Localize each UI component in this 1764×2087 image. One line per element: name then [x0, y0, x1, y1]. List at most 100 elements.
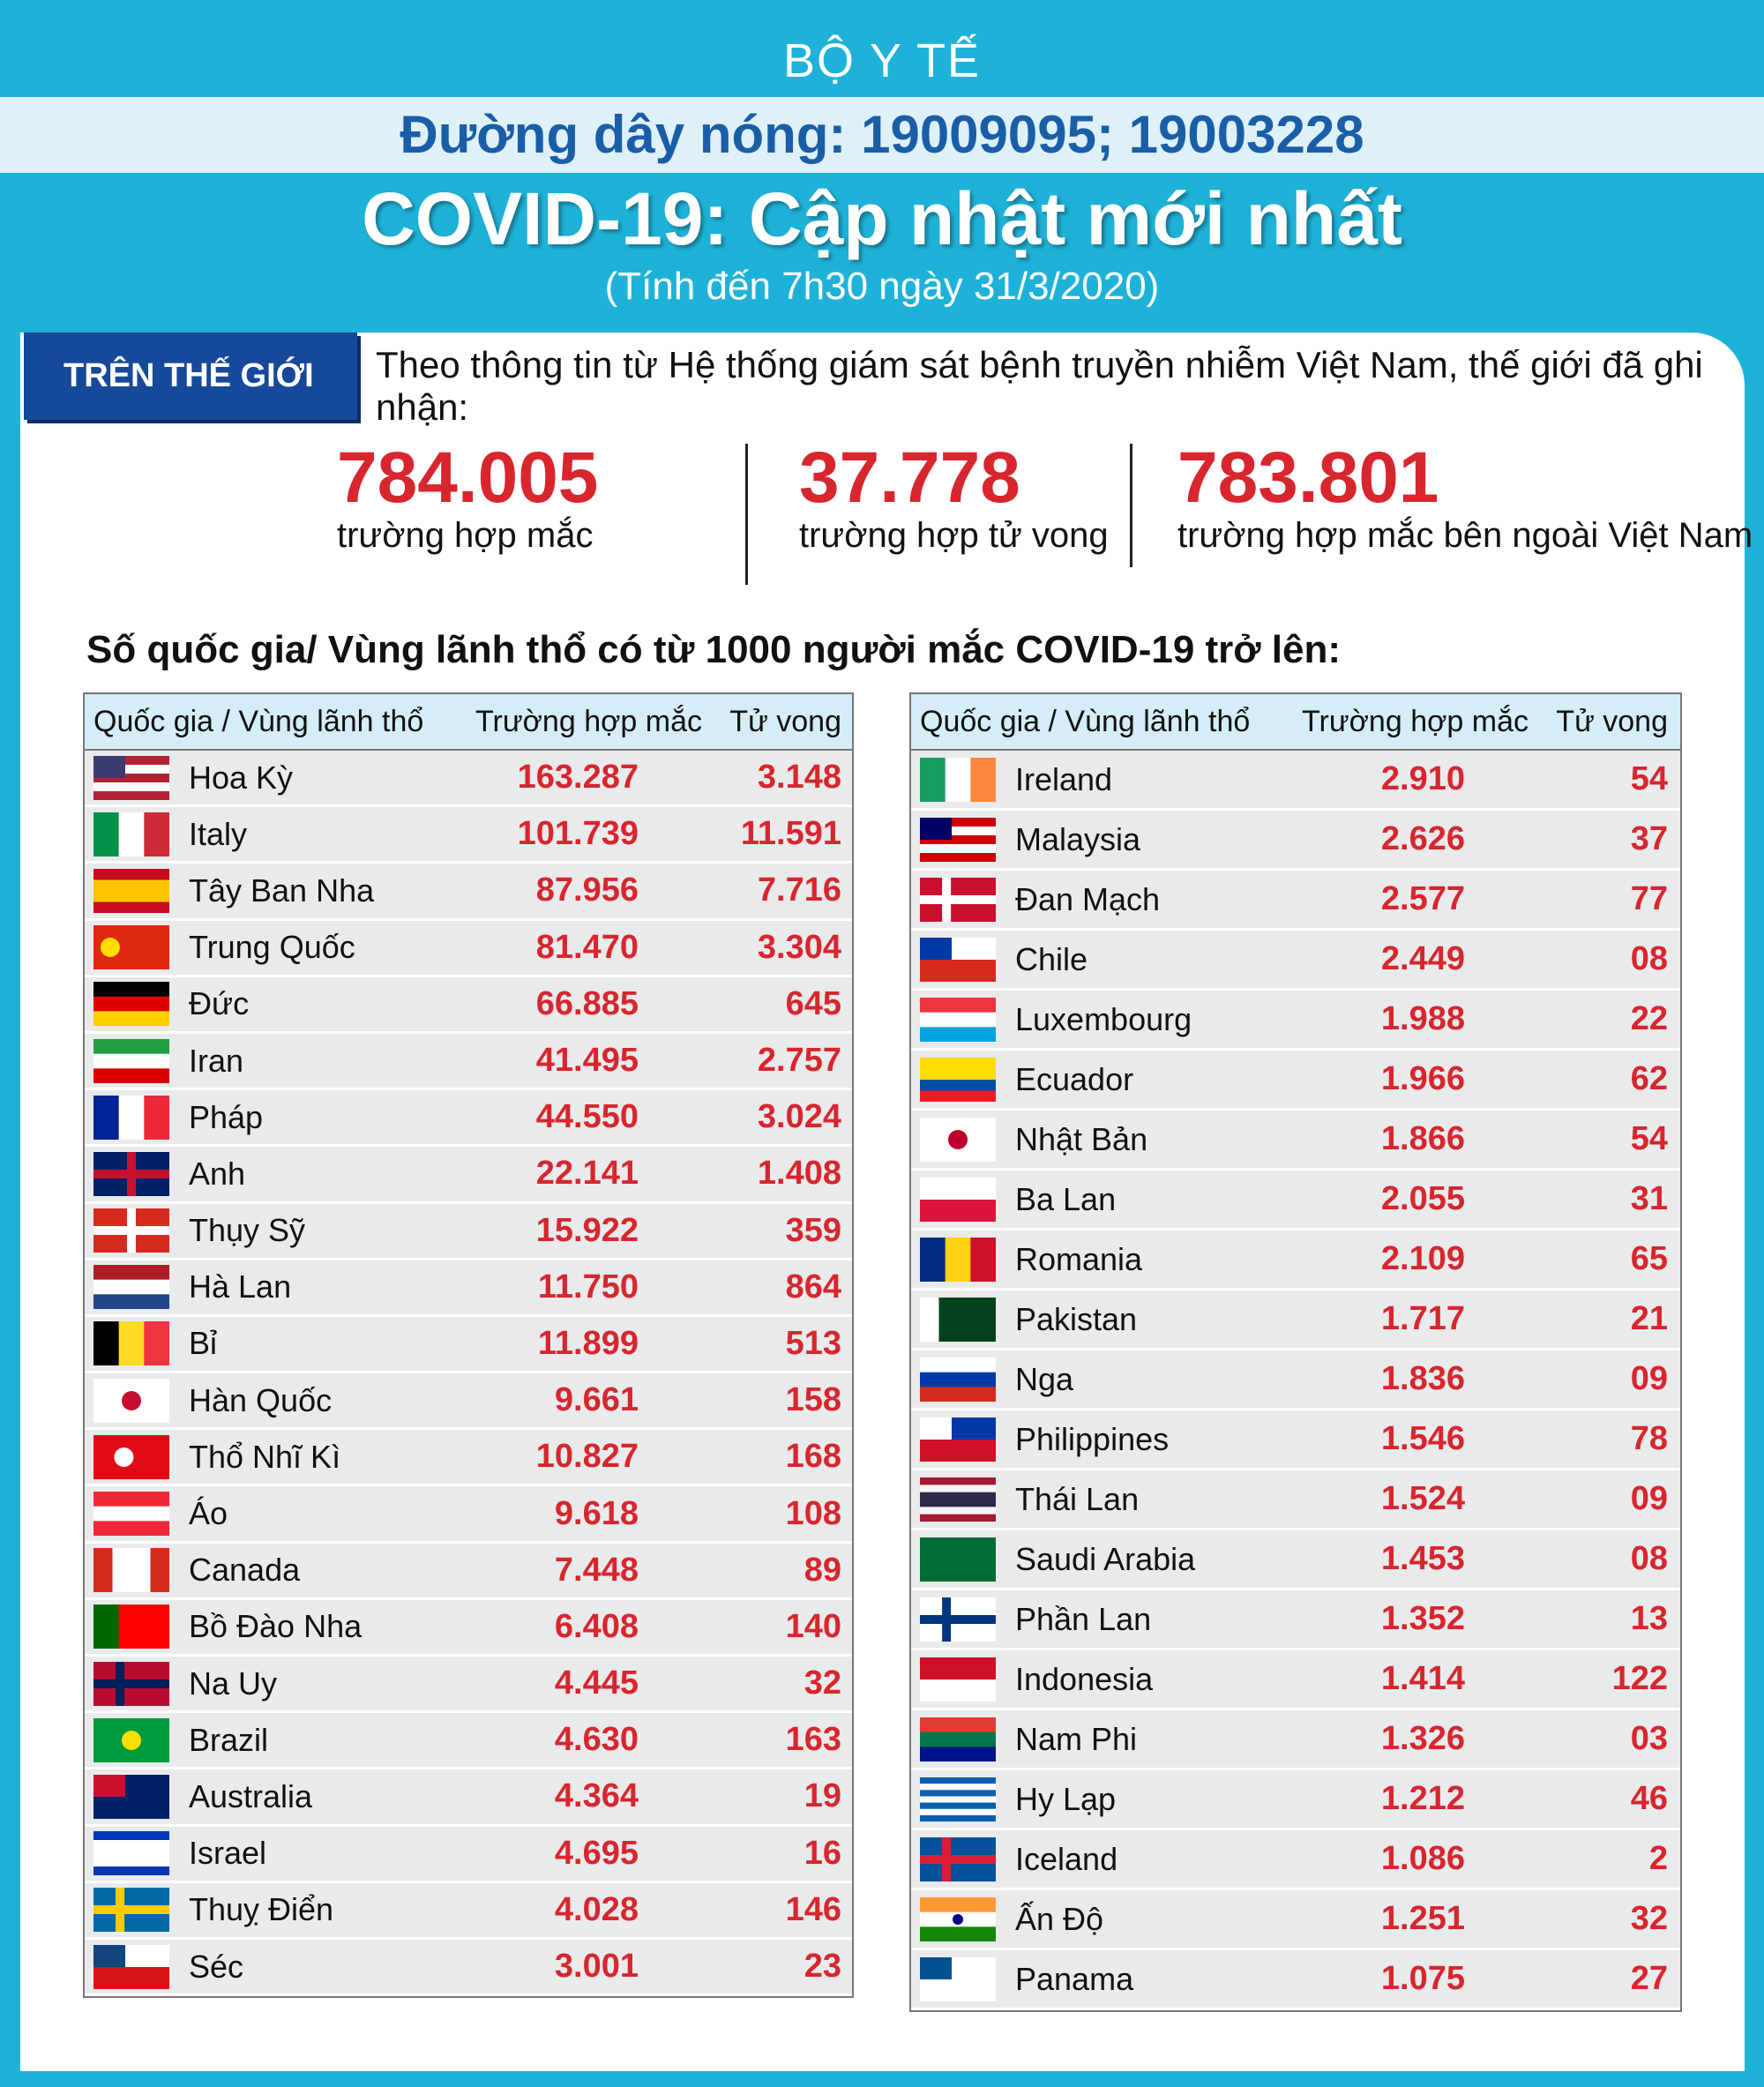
- country: Đức: [189, 985, 250, 1022]
- country: Anh: [189, 1155, 246, 1192]
- country: Nam Phi: [1015, 1720, 1138, 1757]
- deaths: 108: [785, 1494, 841, 1532]
- flag: [93, 1774, 169, 1819]
- table-row: Italy 101.739 11.591: [85, 807, 852, 864]
- country: Nhật Bản: [1015, 1120, 1148, 1157]
- deaths: 22: [1630, 1000, 1668, 1037]
- table-row: Pakistan 1.717 21: [911, 1290, 1680, 1350]
- stat-label: trường hợp mắc bên ngoài Việt Nam: [1177, 516, 1753, 555]
- deaths: 645: [785, 984, 841, 1022]
- cases: 4.630: [554, 1721, 639, 1759]
- country: Australia: [189, 1777, 313, 1814]
- flag: [920, 1477, 996, 1522]
- flag: [93, 1548, 169, 1593]
- table-row: Malaysia 2.626 37: [911, 811, 1680, 871]
- deaths: 864: [785, 1268, 841, 1305]
- table-row: Séc 3.001 23: [85, 1939, 852, 1997]
- country: Na Uy: [189, 1664, 278, 1702]
- deaths: 37: [1630, 820, 1668, 857]
- flag: [920, 1177, 996, 1222]
- table-row: Brazil 4.630 163: [85, 1713, 852, 1770]
- table-row: Israel 4.695 16: [85, 1826, 852, 1883]
- country: Ecuador: [1015, 1060, 1134, 1097]
- country: Thuỵ Điển: [189, 1891, 334, 1928]
- flag: [93, 1151, 169, 1196]
- flag: [920, 1117, 996, 1162]
- table-row: Hoa Kỳ 163.287 3.148: [85, 751, 852, 808]
- flag: [920, 817, 996, 862]
- cases: 1.836: [1380, 1360, 1465, 1397]
- deaths: 2.757: [757, 1042, 841, 1080]
- org: BỘ Y TẾ: [782, 34, 982, 87]
- cases: 1.717: [1380, 1300, 1465, 1337]
- flag: [920, 1956, 996, 2001]
- table-row: Nhật Bản 1.866 54: [911, 1111, 1680, 1171]
- deaths: 78: [1630, 1420, 1668, 1457]
- cases: 15.922: [535, 1211, 639, 1249]
- deaths: 16: [804, 1834, 841, 1872]
- country: Hà Lan: [189, 1268, 292, 1305]
- country: Canada: [189, 1552, 301, 1589]
- cases: 2.055: [1380, 1180, 1465, 1217]
- country: Romania: [1015, 1240, 1143, 1277]
- deaths: 32: [1630, 1900, 1668, 1937]
- deaths: 163: [785, 1721, 841, 1759]
- table-row: Australia 4.364 19: [85, 1769, 852, 1827]
- flag: [920, 1657, 996, 1702]
- cases: 163.287: [517, 759, 639, 797]
- country: Panama: [1015, 1960, 1134, 1997]
- flag: [920, 1357, 996, 1402]
- deaths: 31: [1630, 1180, 1668, 1217]
- deaths: 168: [785, 1438, 841, 1476]
- cases: 66.885: [535, 984, 639, 1022]
- stat-value: 784.005: [337, 438, 599, 518]
- cases: 4.364: [554, 1777, 639, 1815]
- country: Nga: [1015, 1360, 1074, 1397]
- table-header: Quốc gia / Vùng lãnh thổ Trường hợp mắc Tử…: [911, 694, 1680, 751]
- country: Tây Ban Nha: [189, 871, 375, 909]
- deaths: 65: [1630, 1240, 1668, 1277]
- country: Thổ Nhĩ Kì: [189, 1438, 341, 1475]
- deaths: 08: [1630, 940, 1668, 977]
- deaths: 1.408: [757, 1155, 841, 1193]
- deaths: 62: [1630, 1060, 1668, 1097]
- table-row: Phần Lan 1.352 13: [911, 1590, 1680, 1650]
- table-row: Panama 1.075 27: [911, 1950, 1680, 2010]
- deaths: 140: [785, 1607, 841, 1645]
- flag: [920, 1836, 996, 1881]
- deaths: 23: [804, 1948, 841, 1986]
- cases: 4.028: [554, 1890, 639, 1928]
- header-cell: Trường hợp mắc: [1302, 704, 1529, 738]
- intro: Theo thông tin từ Hệ thống giám sát bệnh…: [376, 344, 1703, 428]
- table-row: Iran 41.495 2.757: [85, 1033, 852, 1091]
- deaths: 89: [804, 1551, 841, 1589]
- deaths: 2: [1648, 1840, 1668, 1877]
- table-row: Pháp 44.550 3.024: [85, 1090, 852, 1148]
- flag: [920, 1777, 996, 1821]
- subtitle: (Tính đến 7h30 ngày 31/3/2020): [604, 265, 1160, 308]
- stat-value: 37.778: [799, 438, 1020, 518]
- flag: [920, 997, 996, 1042]
- flag: [920, 1057, 996, 1102]
- deaths: 3.304: [757, 928, 841, 966]
- cases: 1.453: [1380, 1540, 1465, 1577]
- cases: 101.739: [517, 815, 639, 853]
- cases: 11.899: [537, 1324, 639, 1362]
- flag: [920, 877, 996, 922]
- flag: [93, 1944, 169, 1989]
- country: Malaysia: [1015, 820, 1141, 857]
- country: Pháp: [189, 1098, 264, 1135]
- table-row: Hà Lan 11.750 864: [85, 1260, 852, 1317]
- flag: [93, 1661, 169, 1706]
- deaths: 359: [785, 1211, 841, 1249]
- country: Hoa Kỳ: [189, 759, 294, 796]
- cases: 22.141: [535, 1155, 639, 1193]
- country: Luxembourg: [1015, 1000, 1192, 1037]
- cases: 1.866: [1380, 1120, 1465, 1157]
- flag: [920, 1717, 996, 1762]
- deaths: 27: [1630, 1960, 1668, 1997]
- table-row: Đức 66.885 645: [85, 976, 852, 1034]
- stat-value: 783.801: [1177, 438, 1439, 518]
- flag: [93, 1492, 169, 1537]
- deaths: 3.024: [757, 1098, 841, 1136]
